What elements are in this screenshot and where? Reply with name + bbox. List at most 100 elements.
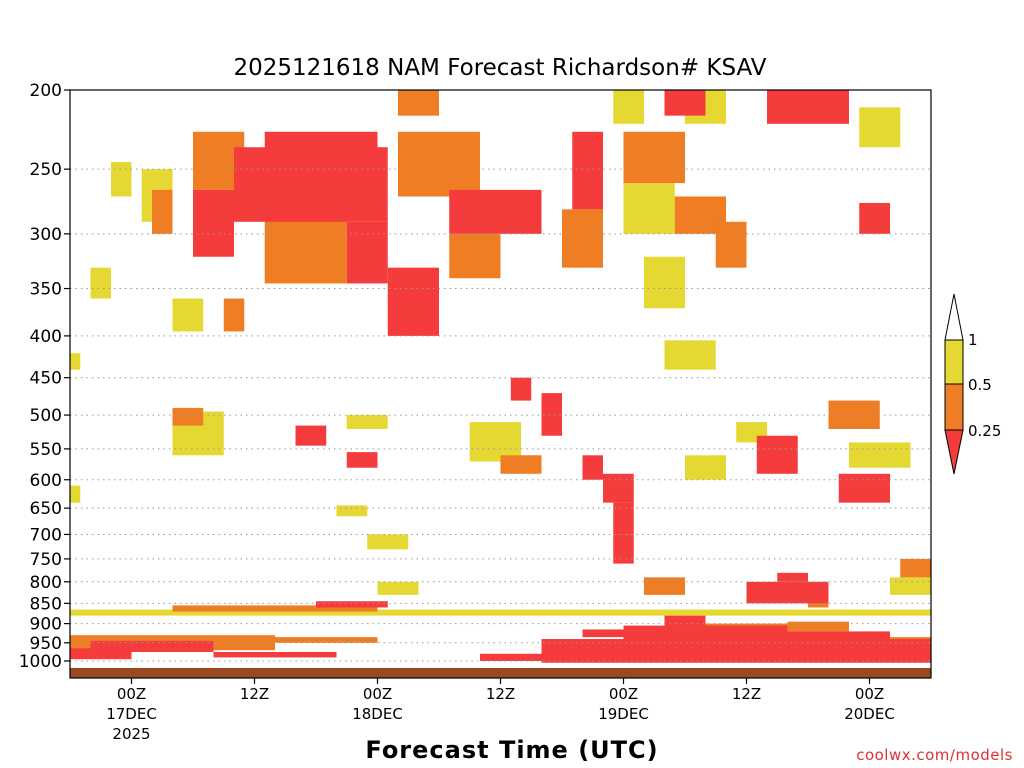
heatmap-cell-40 xyxy=(367,534,409,550)
heatmap-cell-50 xyxy=(172,605,378,612)
xtick-year-0: 2025 xyxy=(112,725,150,743)
heatmap-cell-19 xyxy=(623,131,685,184)
heatmap-cell-28 xyxy=(172,298,204,332)
heatmap-cell-47 xyxy=(685,455,726,480)
heatmap-cell-23 xyxy=(398,90,439,116)
heatmap-cell-72 xyxy=(603,473,634,503)
heatmap-cell-25 xyxy=(223,298,245,332)
heatmap-cell-3 xyxy=(346,221,388,284)
xtick-label-3: 12Z xyxy=(486,685,515,703)
ytick-label-750: 750 xyxy=(30,550,62,570)
ytick-label-450: 450 xyxy=(30,369,62,389)
ytick-label-600: 600 xyxy=(30,471,62,491)
heatmap-cell-62 xyxy=(582,629,634,638)
heatmap-cell-4 xyxy=(387,267,439,336)
ytick-label-850: 850 xyxy=(30,594,62,614)
heatmap-cell-34 xyxy=(644,256,685,309)
y-axis: 200 250 300 350 400 450 500 550 600 650 700 750 8008… xyxy=(19,81,70,672)
ytick-label-200: 200 xyxy=(30,81,62,101)
heatmap-cell-33 xyxy=(623,183,675,234)
heatmap-cell-26 xyxy=(152,189,173,234)
heatmap-cell-37 xyxy=(859,107,901,148)
heatmap-cell-35 xyxy=(664,340,716,370)
heatmap-cell-17 xyxy=(449,233,501,279)
colorbar-bin-above-1 xyxy=(944,293,964,341)
heatmap-cell-38 xyxy=(849,442,911,468)
xtick-label-2: 00Z xyxy=(363,685,392,703)
heatmap-cell-53 xyxy=(90,640,214,652)
heatmap-cell-67 xyxy=(890,577,931,595)
colorbar-bin-below-0.25 xyxy=(944,429,964,475)
heatmap-cell-68 xyxy=(746,581,829,604)
xtick-date-4: 19DEC xyxy=(598,705,649,723)
heatmap-cell-54 xyxy=(70,648,132,660)
heatmap-cell-8 xyxy=(859,202,890,234)
xtick-label-5: 12Z xyxy=(732,685,761,703)
heatmap-cell-56 xyxy=(213,651,337,658)
heatmap-cell-66 xyxy=(900,558,931,578)
xtick-date-0: 17DEC xyxy=(106,705,157,723)
heatmap-cell-5 xyxy=(449,189,542,234)
heatmap-cell-6 xyxy=(572,131,603,210)
heatmap-cell-2 xyxy=(264,131,378,177)
heatmap-cell-16 xyxy=(398,131,480,197)
heatmap-cell-46 xyxy=(500,455,542,474)
colorbar-bin-0.25-0.5 xyxy=(944,383,964,431)
heatmap-cell-9 xyxy=(664,90,706,116)
xtick-date-6: 20DEC xyxy=(844,705,895,723)
heatmap-cell-7 xyxy=(767,90,849,124)
heatmap-cell-77 xyxy=(510,377,532,401)
heatmap-cell-73 xyxy=(613,502,634,535)
heatmap-cell-11 xyxy=(838,473,890,503)
heatmap-cell-30 xyxy=(346,415,388,429)
ytick-label-350: 350 xyxy=(30,280,62,300)
colorbar-label-0: 1 xyxy=(968,331,978,349)
ytick-label-250: 250 xyxy=(30,160,62,180)
heatmap-cell-43 xyxy=(111,161,132,197)
ytick-label-550: 550 xyxy=(30,440,62,460)
xtick-date-2: 18DEC xyxy=(352,705,403,723)
heatmap-cell-22 xyxy=(828,400,880,429)
ytick-label-700: 700 xyxy=(30,525,62,545)
heatmap-cell-41 xyxy=(70,353,81,370)
ytick-label-1000: 1000 xyxy=(19,652,62,672)
heatmap-cell-74 xyxy=(613,534,634,564)
heatmap-cell-32 xyxy=(613,90,644,124)
heatmap-cell-18 xyxy=(562,209,603,268)
xtick-label-1: 12Z xyxy=(240,685,269,703)
ytick-label-650: 650 xyxy=(30,499,62,519)
colorbar-bin-0.5-1 xyxy=(944,339,964,385)
ytick-label-950: 950 xyxy=(30,634,62,654)
heatmap-cell-0 xyxy=(193,189,234,257)
xtick-label-4: 00Z xyxy=(609,685,638,703)
heatmap-cell-44 xyxy=(90,267,111,299)
ytick-label-300: 300 xyxy=(30,225,62,245)
heatmap-cell-60 xyxy=(746,631,890,643)
x-axis-label: Forecast Time (UTC) xyxy=(365,736,658,764)
heatmap-cell-55 xyxy=(275,637,378,643)
colorbar-label-2: 0.25 xyxy=(968,422,1001,440)
heatmap-cell-75 xyxy=(582,455,603,480)
ytick-label-400: 400 xyxy=(30,327,62,347)
ytick-label-900: 900 xyxy=(30,615,62,635)
xtick-label-6: 00Z xyxy=(855,685,884,703)
heatmap-cell-57 xyxy=(480,653,562,661)
heatmap-cell-71 xyxy=(644,577,685,595)
heatmap-cell-61 xyxy=(664,615,706,628)
colorbar: 1 0.5 0.25 xyxy=(944,293,1001,475)
plot-area xyxy=(70,90,931,678)
heatmap-cell-51 xyxy=(316,601,388,608)
chart-title: 2025121618 NAM Forecast Richardson# KSAV xyxy=(233,55,766,81)
heatmap-cell-49 xyxy=(70,609,931,616)
heatmap-cell-39 xyxy=(336,505,368,517)
heatmap-cell-12 xyxy=(295,425,327,446)
ground-strip xyxy=(70,668,931,678)
ytick-label-800: 800 xyxy=(30,573,62,593)
heatmap-cell-31 xyxy=(469,422,521,462)
heatmap-cell-10 xyxy=(756,435,798,474)
xtick-label-0: 00Z xyxy=(117,685,146,703)
credit-text: coolwx.com/models xyxy=(856,746,1013,764)
heatmap-cell-76 xyxy=(541,393,562,436)
heatmap-cell-69 xyxy=(777,572,808,582)
